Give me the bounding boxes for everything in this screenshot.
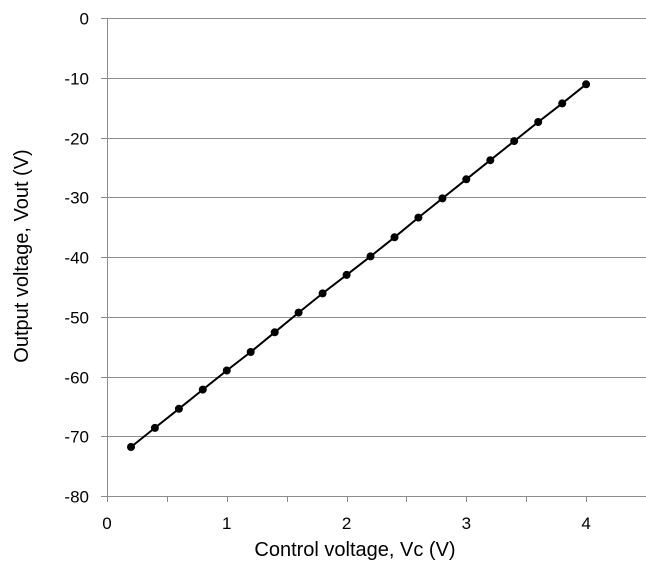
y-tick-label: -40 <box>64 249 89 268</box>
y-tick-label: -20 <box>64 130 89 149</box>
data-point <box>318 289 327 298</box>
y-tick-label: 0 <box>80 10 89 29</box>
data-point <box>486 156 495 165</box>
data-point <box>342 270 351 279</box>
data-point <box>510 137 519 146</box>
y-tick-label: -10 <box>64 70 89 89</box>
data-point <box>127 443 135 451</box>
x-tick-label: 2 <box>342 514 351 533</box>
y-axis-title: Output voltage, Vout (V) <box>11 149 33 362</box>
data-point <box>534 118 543 126</box>
data-point <box>462 175 471 184</box>
data-point <box>558 99 567 108</box>
axes <box>101 18 646 502</box>
data-point <box>174 404 183 413</box>
data-point <box>246 348 255 356</box>
data-point <box>270 328 279 337</box>
data-point <box>390 233 399 242</box>
tick-labels: 0 -10 -20 -30 -40 -50 -60 -70 -80 0 1 2 3 4 <box>64 10 590 534</box>
data-point <box>294 308 303 317</box>
y-tick-label: -80 <box>64 488 89 507</box>
data-point <box>582 80 591 89</box>
x-tick-label: 3 <box>462 514 471 533</box>
x-tick-label: 0 <box>102 514 111 533</box>
y-tick-label: -30 <box>64 189 89 208</box>
data-point <box>198 385 207 394</box>
series-line <box>130 83 587 448</box>
y-tick-label: -50 <box>64 309 89 328</box>
data-point <box>438 194 447 203</box>
data-series <box>127 80 591 451</box>
data-point <box>414 213 423 222</box>
data-point <box>222 366 231 375</box>
x-axis-title: Control voltage, Vc (V) <box>254 539 455 561</box>
x-tick-label: 1 <box>222 514 231 533</box>
data-point <box>366 252 375 261</box>
gridlines <box>107 18 646 437</box>
y-tick-label: -60 <box>64 369 89 388</box>
x-tick-label: 4 <box>581 514 590 533</box>
data-point <box>150 423 159 432</box>
y-tick-label: -70 <box>64 428 89 447</box>
